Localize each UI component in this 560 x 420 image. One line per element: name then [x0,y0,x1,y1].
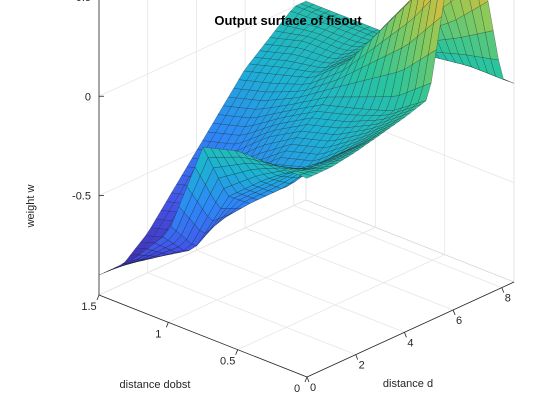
surface-facet [469,0,481,11]
x-tick-label: 6 [456,315,462,327]
surface-facet [478,0,489,7]
y-axis-line [98,294,308,378]
z-tick-label: -0.5 [72,191,91,203]
surface-facet [450,0,454,3]
x-tick-label: 0 [310,382,316,394]
y-tick-label: 0 [294,383,300,395]
chart-title: Output surface of fisout [214,13,362,28]
y-axis-label: distance dobst [120,379,191,391]
axes-frame: 0 2 4 6 8 0 0.5 1 1.5 -0.5 0 0.5 [72,0,515,395]
y-tick-label: 0.5 [220,356,235,368]
x-axis-label: distance d [383,378,433,390]
surface-mesh [98,0,515,276]
y-tick-label: 1 [155,328,161,340]
z-tick-label: 0 [85,91,91,103]
x-tick-label: 2 [359,360,365,372]
surface-facet [298,173,313,179]
x-axis-line [306,281,515,378]
y-tick-label: 1.5 [81,301,96,313]
x-tick-label: 4 [407,337,413,349]
z-axis-label: weight w [25,185,37,229]
x-tick-label: 8 [505,293,511,305]
z-tick-label: 0.5 [76,0,91,4]
